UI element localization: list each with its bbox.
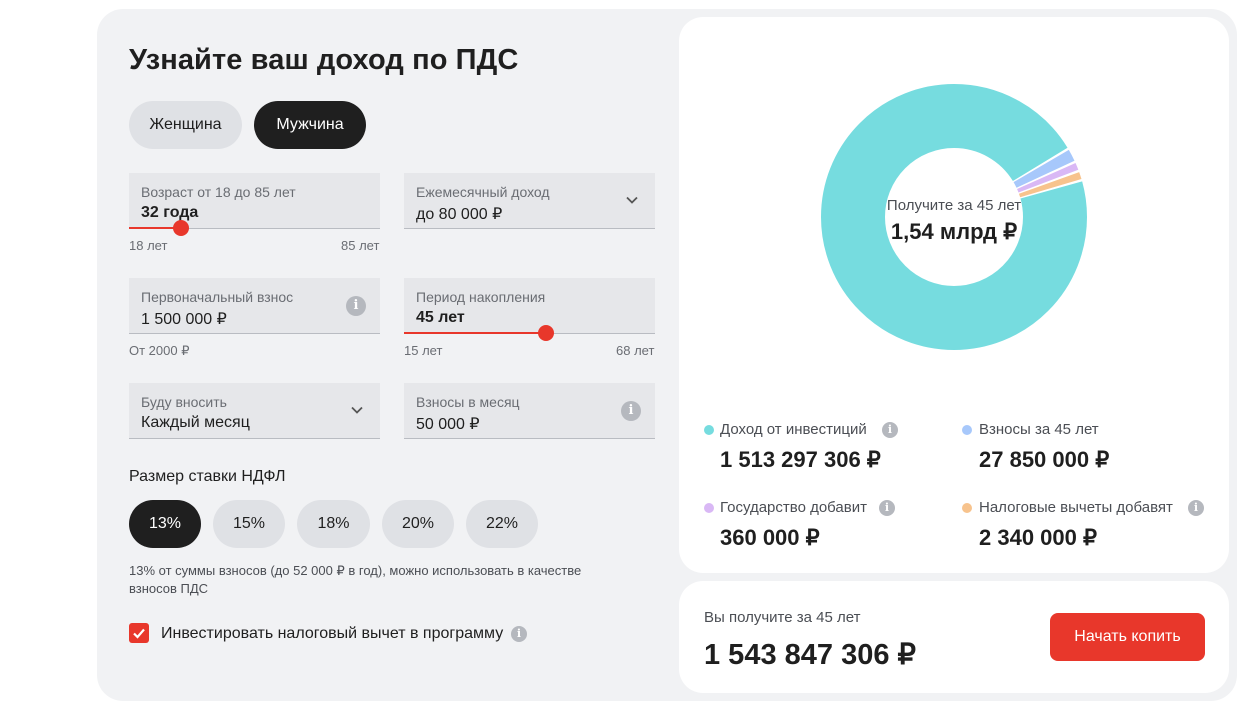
legend-dot-investments — [704, 425, 714, 435]
reinvest-checkbox[interactable] — [129, 623, 149, 643]
income-label: Ежемесячный доход — [416, 184, 550, 200]
legend-dot-contributions — [962, 425, 972, 435]
info-icon[interactable]: i — [882, 422, 898, 438]
info-icon[interactable]: i — [346, 296, 366, 316]
monthly-contribution-field[interactable]: Взносы в месяц 50 000 ₽ i — [404, 383, 655, 439]
initial-label: Первоначальный взнос — [141, 289, 294, 305]
monthly-label: Взносы в месяц — [416, 394, 520, 410]
income-select[interactable]: Ежемесячный доход до 80 000 ₽ — [404, 173, 655, 229]
legend-value-tax: 2 340 000 ₽ — [979, 525, 1097, 550]
age-label: Возраст от 18 до 85 лет — [141, 184, 296, 200]
donut-total: 1,54 млрд ₽ — [890, 219, 1018, 244]
age-slider-fill — [129, 227, 181, 229]
period-max: 68 лет — [616, 343, 655, 358]
period-value: 45 лет — [416, 309, 465, 326]
info-icon[interactable]: i — [879, 500, 895, 516]
monthly-value: 50 000 ₽ — [416, 416, 480, 433]
initial-deposit-field[interactable]: Первоначальный взнос 1 500 000 ₽ i — [129, 278, 380, 334]
legend-value-investments: 1 513 297 306 ₽ — [720, 447, 881, 472]
page-title: Узнайте ваш доход по ПДС — [129, 44, 519, 76]
start-saving-button[interactable]: Начать копить — [1050, 613, 1205, 661]
legend-label-tax: Налоговые вычеты добавят — [979, 499, 1173, 516]
age-value: 32 года — [141, 204, 199, 221]
frequency-label: Буду вносить — [141, 394, 227, 410]
period-slider-fill — [404, 332, 546, 334]
legend-value-state: 360 000 ₽ — [720, 525, 820, 550]
gender-male-button[interactable]: Мужчина — [254, 101, 366, 149]
age-field[interactable]: Возраст от 18 до 85 лет 32 года — [129, 173, 380, 229]
initial-value: 1 500 000 ₽ — [141, 311, 227, 328]
ndfl-option-13[interactable]: 13% — [129, 500, 201, 548]
legend-label-investments: Доход от инвестиций — [720, 421, 867, 438]
chevron-down-icon — [626, 196, 638, 204]
legend-dot-state — [704, 503, 714, 513]
frequency-select[interactable]: Буду вносить Каждый месяц — [129, 383, 380, 439]
ndfl-note: 13% от суммы взносов (до 52 000 ₽ в год)… — [129, 563, 582, 596]
ndfl-option-20[interactable]: 20% — [382, 500, 454, 548]
ndfl-label: Размер ставки НДФЛ — [129, 468, 286, 485]
age-slider-handle[interactable] — [173, 220, 189, 236]
reinvest-label: Инвестировать налоговый вычет в программ… — [161, 625, 504, 642]
period-label: Период накопления — [416, 289, 546, 305]
age-min: 18 лет — [129, 238, 168, 253]
initial-hint: От 2000 ₽ — [129, 343, 190, 358]
summary-label: Вы получите за 45 лет — [704, 609, 861, 626]
gender-female-button[interactable]: Женщина — [129, 101, 242, 149]
info-icon[interactable]: i — [511, 626, 527, 642]
checkmark-icon — [133, 628, 145, 639]
period-field[interactable]: Период накопления 45 лет — [404, 278, 655, 334]
age-max: 85 лет — [341, 238, 380, 253]
ndfl-option-18[interactable]: 18% — [297, 500, 370, 548]
frequency-value: Каждый месяц — [141, 414, 250, 431]
ndfl-option-15[interactable]: 15% — [213, 500, 285, 548]
summary-value: 1 543 847 306 ₽ — [704, 639, 916, 671]
legend-label-state: Государство добавит — [720, 499, 867, 516]
info-icon[interactable]: i — [621, 401, 641, 421]
legend-dot-tax — [962, 503, 972, 513]
donut-segment-0 — [821, 84, 1087, 350]
ndfl-option-22[interactable]: 22% — [466, 500, 538, 548]
legend-label-contributions: Взносы за 45 лет — [979, 421, 1099, 438]
period-min: 15 лет — [404, 343, 443, 358]
income-donut-chart — [821, 84, 1087, 350]
period-slider-handle[interactable] — [538, 325, 554, 341]
donut-caption: Получите за 45 лет — [886, 197, 1022, 214]
income-value: до 80 000 ₽ — [416, 206, 503, 223]
chevron-down-icon — [351, 406, 363, 414]
legend-value-contributions: 27 850 000 ₽ — [979, 447, 1110, 472]
info-icon[interactable]: i — [1188, 500, 1204, 516]
